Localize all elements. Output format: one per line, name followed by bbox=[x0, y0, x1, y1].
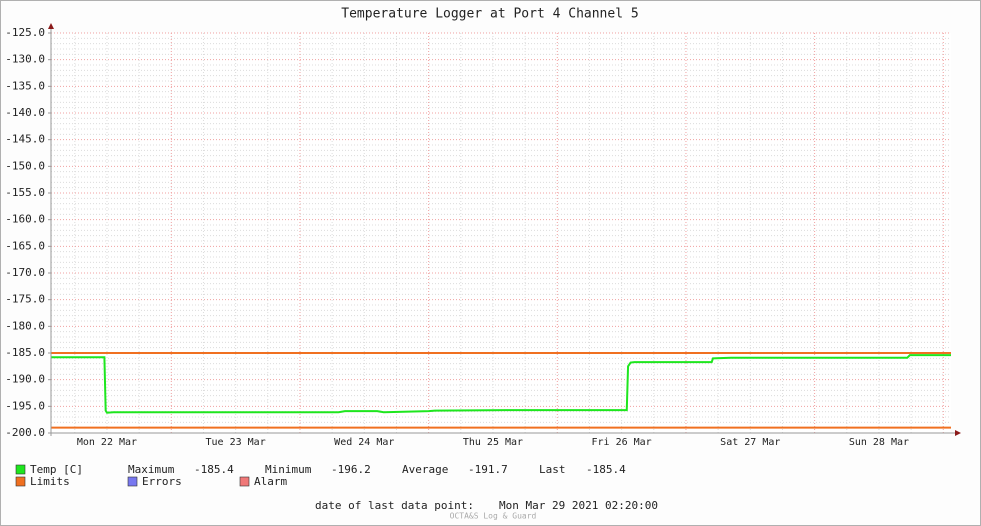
footer-label: date of last data point: bbox=[315, 499, 474, 512]
stat-label: Average bbox=[402, 463, 448, 476]
y-tick-label: -130.0 bbox=[5, 53, 45, 66]
marks bbox=[51, 352, 951, 429]
y-tick-label: -125.0 bbox=[5, 26, 45, 39]
y-tick-label: -195.0 bbox=[5, 399, 45, 412]
footer-date: Mon Mar 29 2021 02:20:00 bbox=[499, 499, 658, 512]
legend-swatch bbox=[239, 476, 250, 487]
x-tick-label: Sun 28 Mar bbox=[849, 437, 909, 448]
stat-label: Maximum bbox=[128, 463, 175, 476]
stat-label: Minimum bbox=[265, 463, 312, 476]
series-line bbox=[51, 354, 951, 414]
y-tick-label: -170.0 bbox=[5, 266, 45, 279]
y-tick-label: -200.0 bbox=[5, 426, 45, 439]
legend-swatch bbox=[15, 476, 26, 487]
x-tick-label: Mon 22 Mar bbox=[77, 437, 137, 448]
x-tick-label: Wed 24 Mar bbox=[334, 437, 394, 448]
legend-swatch bbox=[15, 464, 26, 475]
legend-label: Limits bbox=[30, 475, 70, 488]
chart-title: Temperature Logger at Port 4 Channel 5 bbox=[341, 7, 638, 22]
y-tick-label: -185.0 bbox=[5, 346, 45, 359]
legend-label: Alarm bbox=[254, 475, 287, 488]
x-tick-label: Fri 26 Mar bbox=[592, 437, 652, 448]
plot-area bbox=[51, 33, 951, 433]
x-tick-label: Tue 23 Mar bbox=[206, 437, 266, 448]
y-tick-label: -135.0 bbox=[5, 79, 45, 92]
x-tick-label: Sat 27 Mar bbox=[720, 437, 780, 448]
x-tick-label: Thu 25 Mar bbox=[463, 437, 523, 448]
stat-value: -191.7 bbox=[468, 463, 508, 476]
stat-value: -196.2 bbox=[331, 463, 371, 476]
stat-label: Last bbox=[539, 463, 566, 476]
y-tick-label: -145.0 bbox=[5, 133, 45, 146]
y-tick-label: -175.0 bbox=[5, 293, 45, 306]
stat-value: -185.4 bbox=[586, 463, 626, 476]
y-tick-label: -155.0 bbox=[5, 186, 45, 199]
legend-swatch bbox=[127, 476, 138, 487]
legend-label: Temp [C] bbox=[30, 463, 83, 476]
y-tick-label: -165.0 bbox=[5, 239, 45, 252]
y-tick-label: -160.0 bbox=[5, 213, 45, 226]
y-tick-label: -150.0 bbox=[5, 159, 45, 172]
axis-arrow bbox=[48, 23, 54, 29]
legend-label: Errors bbox=[142, 475, 182, 488]
y-tick-label: -140.0 bbox=[5, 106, 45, 119]
stat-value: -185.4 bbox=[194, 463, 234, 476]
y-tick-label: -190.0 bbox=[5, 373, 45, 386]
axis-arrow bbox=[955, 430, 961, 436]
y-tick-label: -180.0 bbox=[5, 319, 45, 332]
watermark: OCTA&S Log & Guard bbox=[450, 512, 537, 521]
